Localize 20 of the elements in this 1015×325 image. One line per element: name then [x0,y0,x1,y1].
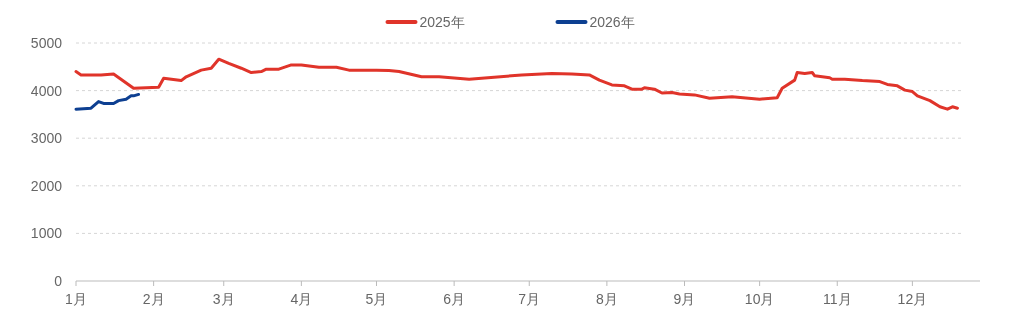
y-tick-label: 0 [54,273,63,289]
legend-label: 2025年 [419,14,465,30]
x-tick-label: 5月 [365,291,388,307]
x-tick-label: 7月 [518,291,541,307]
y-tick-label: 2000 [30,177,63,194]
y-tick-label: 3000 [30,130,63,147]
x-tick-label: 4月 [290,291,313,307]
x-tick-label: 10月 [744,291,775,307]
legend-label: 2026年 [589,14,635,30]
y-tick-label: 1000 [30,225,63,242]
x-tick-label: 2月 [142,291,165,307]
x-tick-label: 3月 [212,291,235,307]
y-tick-label: 4000 [30,82,63,99]
y-tick-label: 5000 [30,35,63,51]
x-tick-label: 11月 [822,291,852,307]
x-tick-label: 1月 [65,291,87,307]
x-tick-label: 8月 [595,291,618,307]
x-tick-label: 9月 [673,291,696,307]
x-tick-label: 6月 [443,291,466,307]
x-tick-label: 12月 [897,291,928,307]
